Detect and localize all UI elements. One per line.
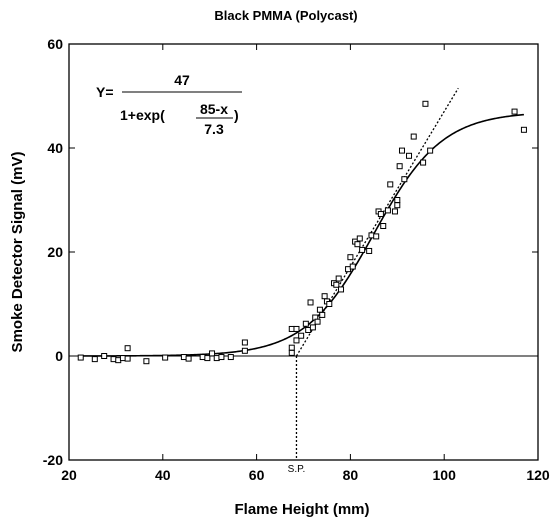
data-point: [288, 344, 295, 351]
data-point: [373, 233, 380, 240]
data-point: [326, 301, 333, 307]
data-point: [420, 159, 427, 166]
x-axis-label: Flame Height (mm): [234, 501, 369, 518]
y-axis-label: Smoke Detector Signal (mV): [9, 152, 26, 353]
x-tick-label: 120: [526, 467, 550, 483]
data-point: [124, 345, 131, 352]
y-tick-label: 60: [47, 36, 63, 52]
data-point: [406, 152, 413, 159]
data-point: [241, 347, 248, 354]
data-point: [209, 350, 216, 357]
data-point: [309, 324, 316, 331]
equation-inner-denominator: 7.3: [204, 121, 224, 137]
data-point: [427, 147, 434, 154]
data-point: [91, 356, 98, 363]
data-point: [227, 354, 234, 361]
chart-title: Black PMMA (Polycast): [214, 8, 357, 23]
data-point: [307, 299, 314, 306]
equation-denominator-suffix: ): [234, 107, 239, 123]
data-point: [398, 147, 405, 154]
data-point: [321, 293, 328, 300]
equation-inner-numerator: 85-x: [200, 101, 228, 117]
data-point: [396, 163, 403, 170]
smoke-point-label: S.P.: [288, 464, 306, 475]
data-point: [293, 337, 300, 344]
data-points: [77, 100, 527, 365]
data-point: [124, 355, 131, 362]
data-point: [288, 349, 295, 356]
data-point: [377, 211, 384, 218]
data-point: [422, 100, 429, 107]
data-point: [335, 275, 342, 282]
y-tick-label: -20: [43, 452, 63, 468]
x-tick-label: 80: [343, 467, 359, 483]
data-point: [338, 286, 345, 293]
data-point: [185, 355, 192, 362]
data-point: [356, 235, 363, 242]
data-point: [298, 332, 305, 339]
y-tick-label: 40: [47, 140, 63, 156]
data-point: [347, 254, 354, 261]
data-point: [359, 246, 366, 253]
data-point: [366, 247, 373, 254]
data-point: [77, 354, 84, 361]
data-point: [384, 207, 391, 214]
data-point: [162, 354, 169, 361]
y-tick-label: 0: [55, 348, 63, 364]
equation-lhs: Y=: [96, 84, 114, 100]
data-point: [391, 208, 398, 215]
data-point: [204, 355, 211, 362]
data-point: [314, 318, 321, 325]
equation-denominator-prefix: 1+exp(: [120, 107, 165, 123]
x-tick-label: 20: [61, 467, 77, 483]
data-point: [302, 320, 309, 327]
fit-curve: [78, 113, 525, 357]
data-point: [319, 311, 326, 318]
data-point: [241, 339, 248, 346]
data-point: [349, 263, 356, 270]
data-point: [401, 176, 408, 183]
data-point: [316, 306, 323, 313]
data-point: [218, 354, 225, 361]
data-point: [293, 325, 300, 332]
data-point: [410, 133, 417, 140]
data-point: [354, 241, 361, 248]
data-point: [520, 126, 527, 133]
data-point: [387, 181, 394, 188]
data-point: [380, 223, 387, 229]
x-tick-label: 40: [155, 467, 171, 483]
y-axis: -20 0 20 40 60: [43, 36, 538, 468]
y-tick-label: 20: [47, 244, 63, 260]
fit-equation: Y= 47 1+exp( 85-x 7.3 ): [96, 72, 242, 137]
data-point: [394, 202, 401, 209]
equation-numerator: 47: [174, 72, 190, 88]
x-axis: 20 40 60 80 100 120: [61, 44, 550, 483]
x-tick-label: 60: [249, 467, 265, 483]
x-tick-label: 100: [433, 467, 457, 483]
data-point: [511, 108, 518, 115]
tangent-line: [295, 87, 459, 357]
data-point: [143, 358, 150, 365]
data-point: [394, 197, 401, 203]
data-point: [333, 281, 340, 288]
data-point: [101, 353, 108, 359]
